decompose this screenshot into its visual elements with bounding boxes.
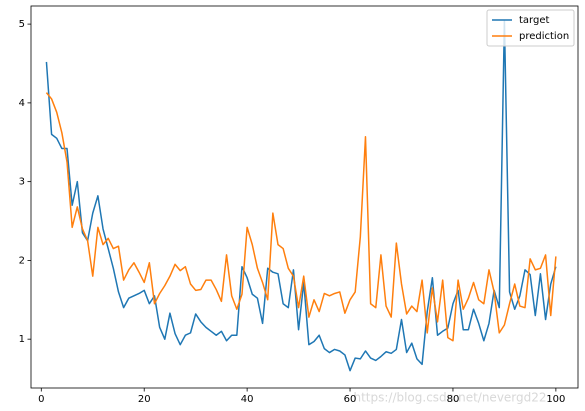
legend-label: target <box>519 15 549 26</box>
x-tick-label: 60 <box>344 394 357 405</box>
legend-box <box>486 9 575 47</box>
y-tick-label: 4 <box>19 98 25 109</box>
axes-frame <box>30 5 579 389</box>
line-series <box>45 19 557 372</box>
y-tick-label: 5 <box>19 19 25 30</box>
legend-label: prediction <box>519 31 569 42</box>
y-tick-label: 1 <box>19 334 25 345</box>
line-series <box>45 92 557 342</box>
x-tick-label: 40 <box>241 394 254 405</box>
watermark: https://blog.csdn.net/nevergd22 <box>353 391 546 405</box>
y-tick-label: 2 <box>19 255 25 266</box>
x-tick-label: 0 <box>38 394 44 405</box>
x-tick-label: 100 <box>546 394 565 405</box>
x-tick-label: 20 <box>138 394 151 405</box>
y-tick-label: 3 <box>19 177 25 188</box>
x-tick-label: 80 <box>447 394 460 405</box>
